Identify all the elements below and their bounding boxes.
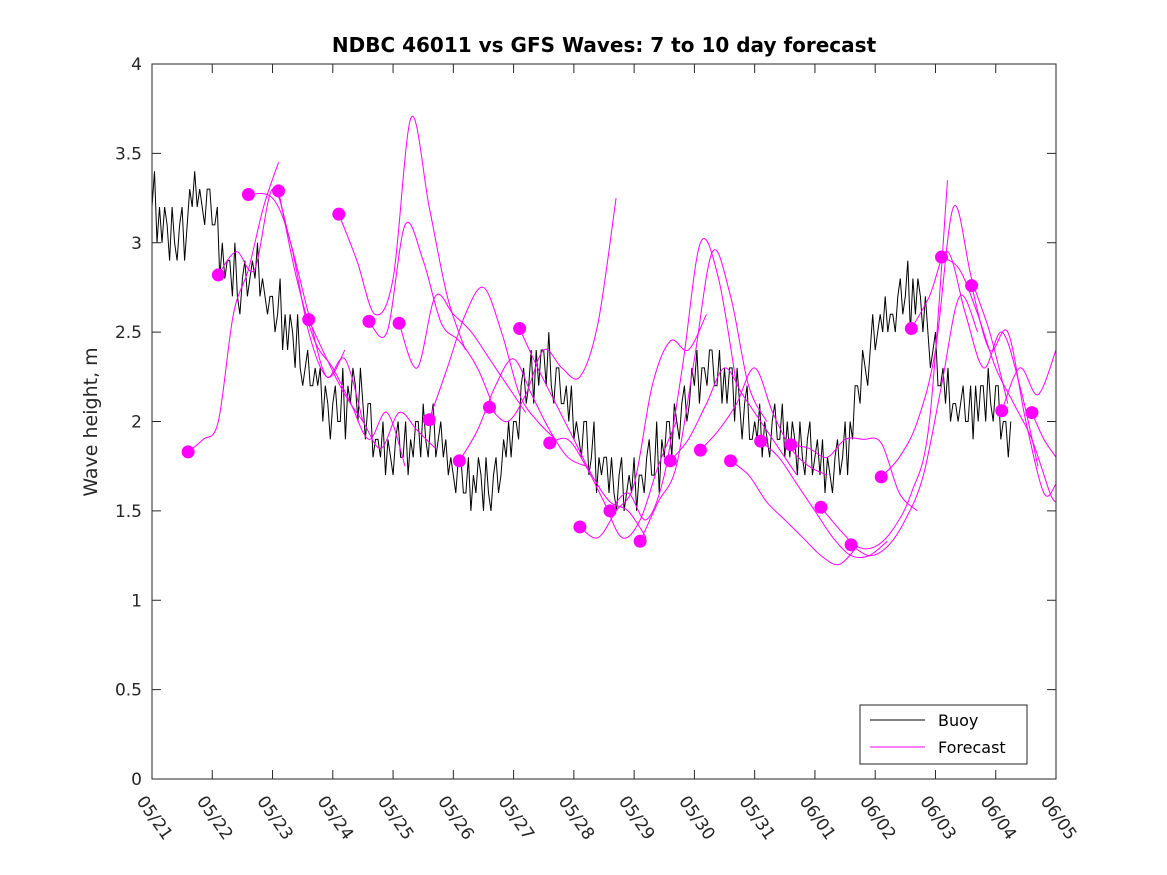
forecast-point [362, 314, 376, 328]
x-tick-label: 06/01 [795, 792, 839, 844]
x-tick-label: 05/23 [252, 792, 296, 844]
forecast-line [338, 115, 466, 351]
forecast-line [790, 437, 918, 512]
x-tick-label: 06/03 [915, 792, 959, 844]
forecast-line [579, 314, 707, 539]
forecast-line [278, 190, 406, 467]
forecast-point [965, 279, 979, 293]
y-tick-label: 1 [131, 591, 142, 611]
forecast-point [874, 470, 888, 484]
forecast-point [241, 187, 255, 201]
x-tick-label: 05/25 [373, 792, 417, 844]
forecast-line [820, 180, 948, 550]
forecast-point [724, 454, 738, 468]
forecast-line [639, 249, 768, 542]
forecast-line [609, 238, 738, 521]
forecast-point [603, 504, 617, 518]
x-tick-label: 05/24 [313, 792, 357, 844]
y-tick-label: 3 [131, 234, 142, 254]
y-tick-label: 1.5 [115, 502, 142, 522]
legend-box [859, 704, 1028, 765]
forecast-line [549, 421, 677, 539]
forecast-line [669, 367, 798, 476]
forecast-line [187, 162, 280, 453]
forecast-point [844, 538, 858, 552]
forecast-point [934, 250, 948, 264]
y-tick-label: 4 [131, 55, 142, 75]
forecast-point [392, 316, 406, 330]
x-tick-label: 05/26 [433, 792, 477, 844]
x-tick-label: 05/30 [674, 792, 718, 844]
forecast-line [941, 256, 1057, 503]
forecast-point [1025, 406, 1039, 420]
forecast-point [633, 534, 647, 548]
forecast-point [814, 500, 828, 514]
forecast-line [428, 286, 557, 440]
forecast-line [1001, 349, 1057, 411]
forecast-markers [181, 184, 1039, 552]
forecast-line [1031, 412, 1057, 458]
y-axis-label: Wave height, m [80, 347, 102, 496]
forecast-line [458, 358, 587, 467]
x-tick-label: 05/28 [554, 792, 598, 844]
forecast-point [272, 184, 286, 198]
y-tick-label: 3.5 [115, 144, 142, 164]
forecast-point [904, 322, 918, 336]
forecast-point [693, 443, 707, 457]
forecast-line [368, 221, 496, 413]
forecast-line [910, 251, 1039, 467]
forecast-line [308, 319, 436, 449]
forecast-point [663, 454, 677, 468]
plot-area [152, 64, 1056, 779]
forecast-point [543, 436, 557, 450]
forecast-line [248, 192, 364, 422]
y-tick-label: 2 [131, 413, 142, 433]
y-tick-label: 0 [131, 770, 142, 790]
forecast-point [995, 404, 1009, 418]
forecast-point [513, 322, 527, 336]
forecast-line [760, 440, 888, 559]
legend-forecast-label: Forecast [938, 738, 1006, 757]
forecast-point [452, 454, 466, 468]
legend-buoy-label: Buoy [938, 711, 978, 730]
forecast-point [181, 445, 195, 459]
forecast-line [398, 293, 527, 413]
chart-title: NDBC 46011 vs GFS Waves: 7 to 10 day for… [332, 33, 877, 57]
x-tick-label: 05/27 [494, 792, 538, 844]
x-tick-label: 06/05 [1036, 792, 1080, 844]
forecast-point [573, 520, 587, 534]
x-tick-label: 05/21 [132, 792, 176, 844]
forecast-point [332, 207, 346, 221]
forecast-line [730, 460, 858, 566]
forecast-point [211, 268, 225, 282]
forecast-line [850, 294, 979, 557]
forecast-line [700, 367, 828, 476]
x-tick-label: 05/22 [192, 792, 236, 844]
y-tick-label: 2.5 [115, 323, 142, 343]
forecast-line [519, 328, 647, 538]
x-tick-label: 05/29 [614, 792, 658, 844]
x-tick-label: 05/31 [735, 792, 779, 844]
x-tick-label: 06/04 [976, 792, 1020, 844]
y-tick-label: 0.5 [115, 681, 142, 701]
legend: Buoy Forecast [859, 704, 1028, 765]
forecast-point [784, 438, 798, 452]
forecast-point [754, 434, 768, 448]
forecast-point [302, 313, 316, 327]
forecast-point [422, 413, 436, 427]
forecast-line [489, 198, 617, 423]
forecast-point [482, 400, 496, 414]
x-tick-label: 06/02 [855, 792, 899, 844]
